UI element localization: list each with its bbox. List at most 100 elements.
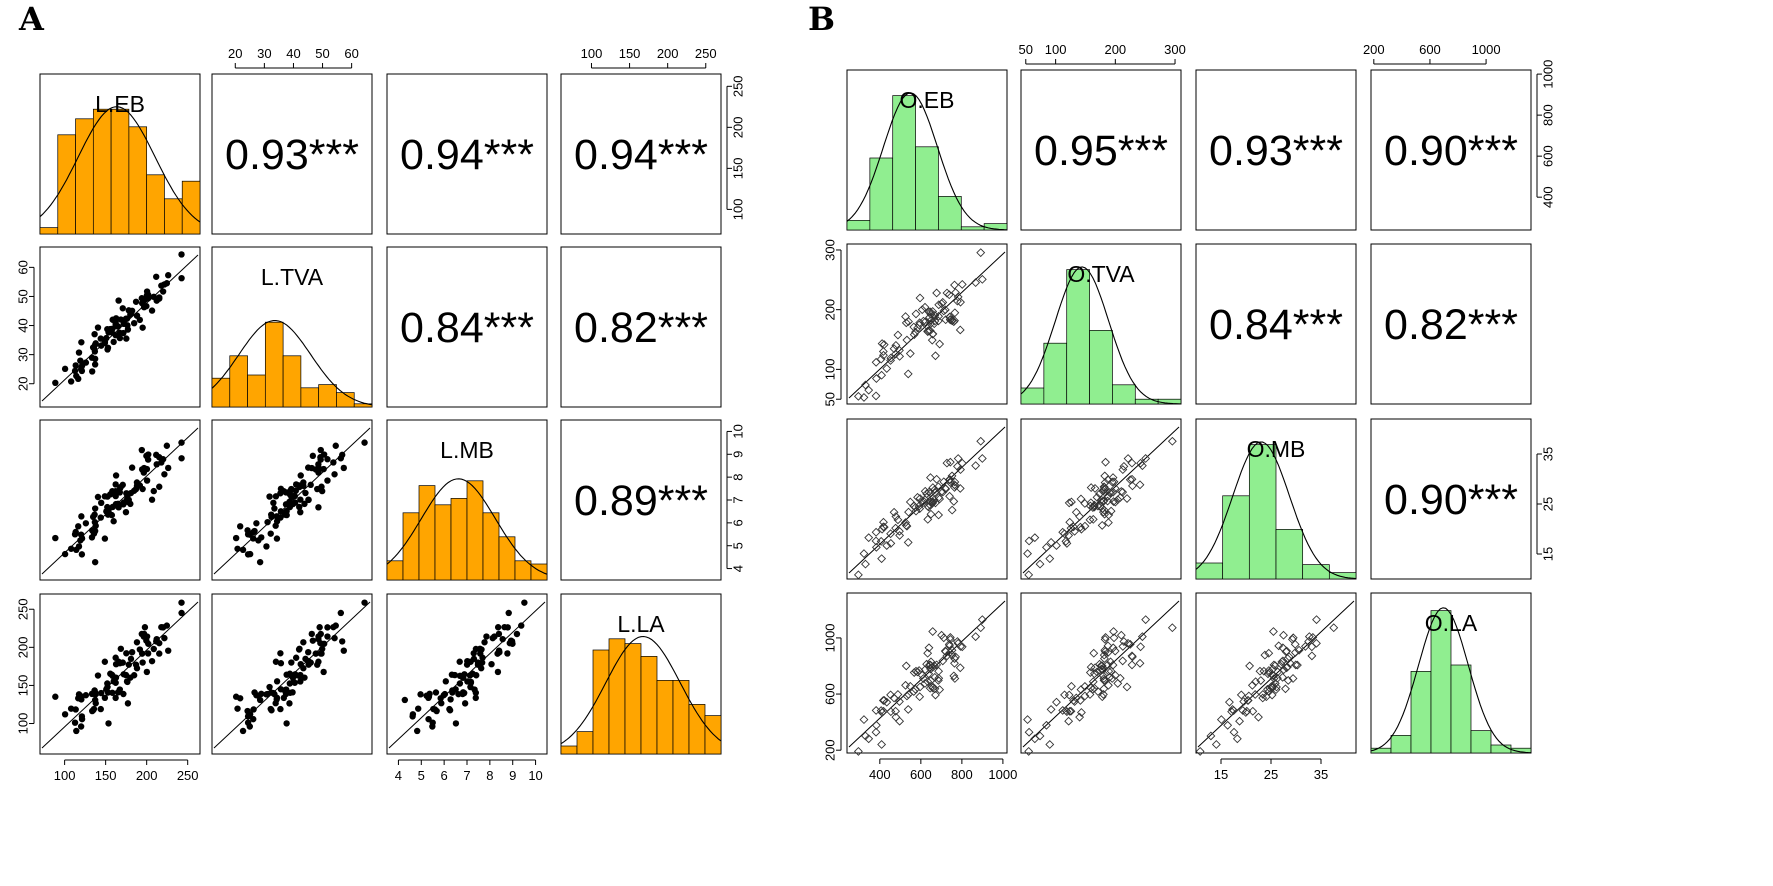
- scatter-point: [1109, 633, 1119, 643]
- scatter-point: [1307, 651, 1317, 661]
- tick-label: 60: [16, 260, 31, 274]
- tick-label: 6: [731, 519, 746, 526]
- tick-label: 200: [16, 636, 31, 658]
- scatter-point: [859, 549, 869, 559]
- scatter-point: [156, 639, 163, 647]
- tick-label: 50: [1019, 42, 1033, 57]
- histogram-bar: [1066, 269, 1090, 405]
- variable-label: L.TVA: [261, 264, 324, 290]
- scatter-point: [494, 668, 502, 676]
- histogram-bar: [128, 126, 148, 235]
- scatter-point: [143, 668, 151, 676]
- cell-3-1: [1020, 592, 1182, 756]
- scatter-point: [944, 290, 954, 300]
- cell-frame: [560, 419, 722, 581]
- density-curve: [1370, 607, 1532, 754]
- scatter-point: [144, 650, 152, 657]
- histogram-bar: [110, 108, 130, 235]
- tick-label: 1000: [988, 767, 1017, 782]
- scatter-point: [90, 705, 98, 713]
- cell-frame: [39, 593, 201, 755]
- scatter-point: [928, 497, 938, 507]
- scatter-point: [853, 746, 863, 756]
- scatter-point: [337, 455, 345, 462]
- scatter-point: [101, 694, 109, 702]
- cell-frame: [211, 593, 373, 755]
- scatter-point: [1109, 477, 1119, 487]
- histogram-bar: [39, 227, 59, 235]
- cell-1-0: [846, 243, 1008, 405]
- tick-label: 250: [177, 768, 199, 783]
- scatter-point: [281, 511, 289, 518]
- scatter-point: [472, 694, 479, 702]
- scatter-point: [928, 329, 938, 339]
- scatter-point: [901, 661, 911, 671]
- scatter-point: [930, 684, 940, 694]
- scatter-point: [479, 654, 486, 661]
- cell-0-3: 0.90***: [1370, 69, 1532, 231]
- scatter-point: [309, 452, 317, 460]
- tick-label: 40: [286, 46, 300, 61]
- scatter-point: [156, 294, 163, 301]
- scatter-point: [91, 511, 98, 518]
- scatter-point: [456, 658, 463, 665]
- tick-label: 25: [1541, 497, 1556, 511]
- scatter-point: [91, 558, 99, 566]
- right-axis-0: 400 600 800 1000: [1536, 60, 1556, 208]
- scatter-point: [882, 697, 892, 707]
- variable-label: L.EB: [95, 91, 145, 117]
- scatter-point: [461, 700, 469, 707]
- scatter-point: [1046, 704, 1056, 714]
- scatter-point: [82, 692, 90, 699]
- scatter-point: [305, 496, 312, 503]
- scatter-point: [281, 687, 289, 694]
- histogram-bar: [482, 512, 500, 581]
- scatter-point: [976, 436, 986, 446]
- scatter-point: [112, 481, 119, 488]
- tick-label: 1000: [1472, 42, 1501, 57]
- scatter-point: [920, 678, 930, 688]
- scatter-point: [1167, 436, 1177, 446]
- scatter-point: [864, 533, 874, 543]
- cell-2-0: [39, 419, 201, 581]
- tick-label: 250: [695, 46, 717, 61]
- scatter-point: [886, 529, 896, 539]
- scatter-point: [317, 630, 324, 638]
- scatter-point: [877, 370, 887, 380]
- scatter-point: [895, 716, 905, 726]
- scatter-point: [308, 464, 315, 472]
- cell-2-0: [846, 418, 1008, 580]
- scatter-point: [1109, 627, 1118, 636]
- scatter-point: [915, 682, 925, 692]
- correlation-label: 0.84***: [400, 304, 534, 352]
- scatter-point: [409, 713, 416, 720]
- scatter-point: [73, 546, 80, 554]
- scatter-point: [1060, 690, 1069, 700]
- scatter-point: [877, 554, 887, 564]
- scatter-point: [945, 478, 955, 488]
- scatter-point: [297, 508, 304, 516]
- scatter-point: [911, 684, 920, 694]
- scatter-point: [1128, 652, 1137, 662]
- scatter-point: [239, 727, 247, 735]
- scatter-point: [432, 689, 440, 696]
- scatter-point: [52, 379, 59, 387]
- cell-frame: [39, 246, 201, 408]
- scatter-point: [1099, 485, 1109, 494]
- scatter-point: [109, 487, 116, 495]
- scatter-point: [955, 663, 965, 673]
- scatter-point: [277, 660, 285, 667]
- left-axis-3: 100 150 200 250: [16, 598, 35, 734]
- scatter-point: [72, 362, 79, 369]
- scatter-point: [308, 630, 315, 638]
- scatter-point: [472, 689, 480, 696]
- cell-3-2: [386, 593, 548, 755]
- cell-frame: [1370, 243, 1532, 405]
- density-curve: [560, 635, 722, 745]
- scatter-point: [52, 693, 59, 700]
- scatter-point: [1099, 674, 1109, 683]
- scatter-point: [1122, 682, 1132, 692]
- tick-label: 400: [869, 767, 891, 782]
- scatter-point: [953, 292, 963, 302]
- scatter-point: [119, 481, 126, 489]
